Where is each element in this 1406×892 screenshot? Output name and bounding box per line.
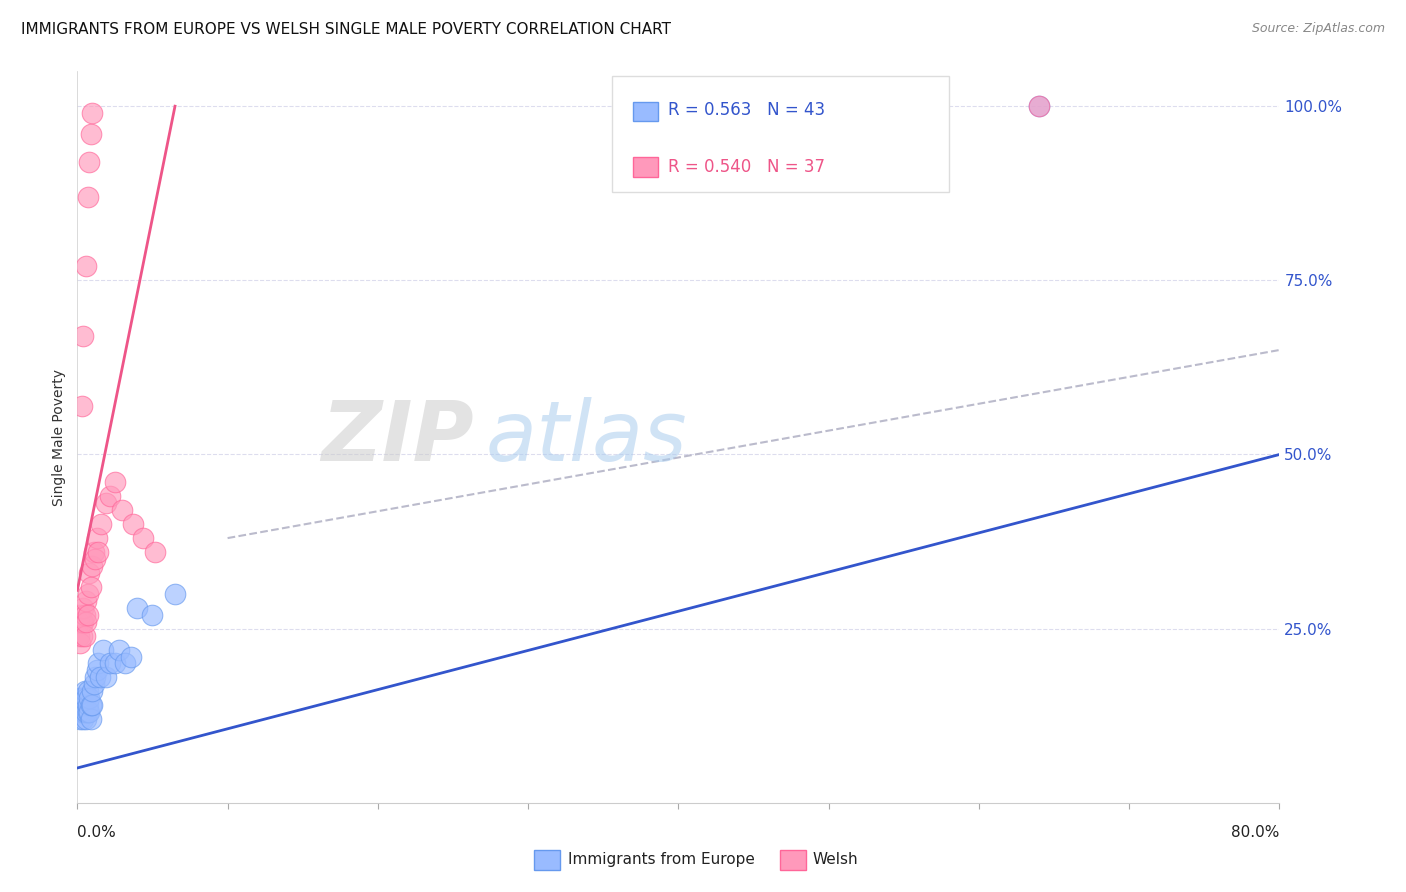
Point [76,698,98,713]
Point [72,698,94,713]
Point [70,629,93,643]
Point [80,698,103,713]
Point [94,670,117,684]
Point [75,705,97,719]
Point [104,657,127,671]
Point [1028,99,1050,113]
Point [75,691,97,706]
Point [114,657,136,671]
Point [83,545,105,559]
Point [80,712,103,726]
Point [72,712,94,726]
Point [82,106,104,120]
Point [87,545,110,559]
Point [79,705,101,719]
Point [72,600,94,615]
Point [122,517,145,532]
Point [84,670,107,684]
Point [79,691,101,706]
Point [100,489,122,503]
Text: 80.0%: 80.0% [1232,825,1279,840]
Point [79,155,101,169]
Point [69,698,91,713]
Text: Immigrants from Europe: Immigrants from Europe [568,853,755,867]
Point [80,580,103,594]
Point [86,531,108,545]
Point [69,635,91,649]
Point [73,629,96,643]
Point [79,566,101,580]
Point [67,698,90,713]
Point [69,712,91,726]
Point [145,545,167,559]
Point [108,642,131,657]
Point [69,607,91,622]
Point [76,587,98,601]
Point [70,691,93,706]
Point [67,691,90,706]
Point [72,329,94,343]
Point [75,260,97,274]
Point [67,615,90,629]
Point [100,657,122,671]
Point [89,670,111,684]
Point [67,705,90,719]
Point [163,587,186,601]
Point [84,552,107,566]
Point [67,629,90,643]
Text: atlas: atlas [486,397,688,477]
Point [76,607,98,622]
Point [73,607,96,622]
Point [82,684,104,698]
Text: 0.0%: 0.0% [77,825,117,840]
Point [70,705,93,719]
Point [72,615,94,629]
Point [73,684,96,698]
Point [70,399,93,413]
Point [127,600,149,615]
Point [73,705,96,719]
Point [69,691,91,706]
Text: Source: ZipAtlas.com: Source: ZipAtlas.com [1251,22,1385,36]
Point [104,475,127,490]
Point [111,503,134,517]
Point [75,712,97,726]
Point [82,558,104,573]
Point [70,698,93,713]
Point [132,531,155,545]
Text: IMMIGRANTS FROM EUROPE VS WELSH SINGLE MALE POVERTY CORRELATION CHART: IMMIGRANTS FROM EUROPE VS WELSH SINGLE M… [21,22,671,37]
Text: ZIP: ZIP [322,397,474,477]
Point [82,698,104,713]
Point [76,684,98,698]
Point [91,642,114,657]
Point [76,190,98,204]
Text: R = 0.563   N = 43: R = 0.563 N = 43 [668,101,825,119]
Text: R = 0.540   N = 37: R = 0.540 N = 37 [668,158,825,176]
Text: Welsh: Welsh [813,853,858,867]
Point [1028,99,1050,113]
Point [120,649,142,664]
Point [141,607,163,622]
Point [70,615,93,629]
Point [75,594,97,608]
Point [83,677,105,691]
Point [87,657,110,671]
Point [72,705,94,719]
Point [90,517,112,532]
Point [75,615,97,629]
Point [76,705,98,719]
Point [86,664,108,678]
Y-axis label: Single Male Poverty: Single Male Poverty [52,368,66,506]
Point [94,496,117,510]
Point [73,698,96,713]
Point [80,127,103,141]
